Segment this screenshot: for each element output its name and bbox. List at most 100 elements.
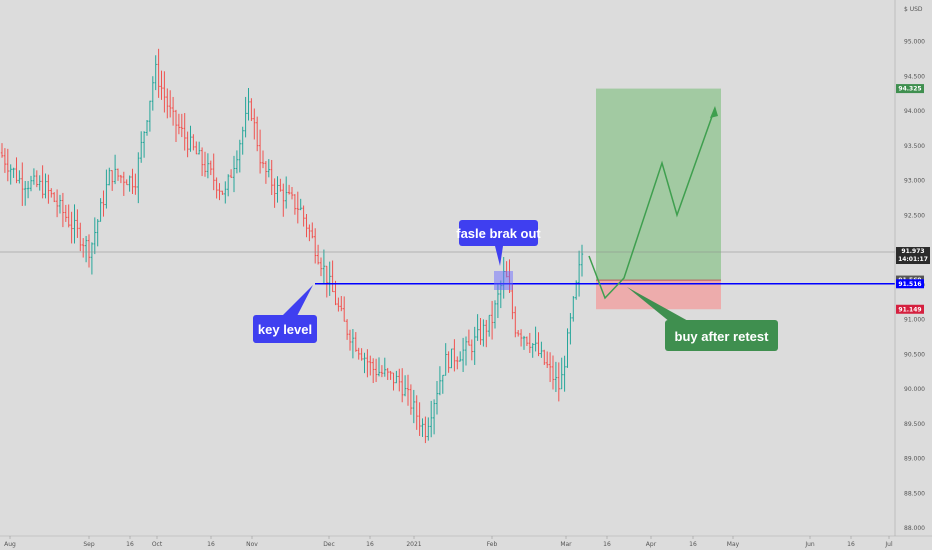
price-bar (128, 175, 131, 192)
price-bars (0, 48, 584, 444)
price-bar (38, 175, 41, 191)
price-bar (461, 337, 465, 372)
price-bar (102, 190, 105, 217)
price-bar (82, 238, 85, 258)
price-bar (360, 348, 363, 361)
price-bar (148, 100, 152, 132)
price-bar (26, 181, 30, 199)
y-tick-label: 88.500 (904, 490, 925, 497)
price-bar (470, 339, 473, 361)
price-bar (192, 134, 195, 151)
price-bar (41, 165, 44, 199)
price-bar (273, 178, 276, 208)
y-tick-label: 91.000 (904, 317, 925, 324)
y-tick-label: 89.500 (904, 421, 925, 428)
price-bar (21, 162, 24, 206)
price-bar (73, 204, 76, 244)
x-tick-label: Aug (4, 541, 16, 548)
price-bar (319, 257, 323, 277)
price-bar (392, 372, 395, 391)
stop-price-tag: 91.149 (896, 304, 924, 314)
price-bar (401, 368, 404, 403)
price-bar (522, 335, 526, 350)
price-bar (235, 150, 239, 174)
price-bar (290, 187, 294, 200)
price-bar (96, 219, 99, 247)
price-bar (377, 357, 381, 377)
y-tick-label: 88.000 (904, 525, 925, 532)
price-bar (456, 356, 459, 370)
price-bar (61, 192, 65, 228)
price-bar (488, 314, 491, 337)
x-tick-label: 16 (689, 541, 697, 548)
price-bar (50, 188, 53, 198)
price-bar (108, 167, 111, 186)
price-bar (467, 329, 471, 346)
price-bar (253, 108, 256, 140)
price-bar (105, 169, 108, 209)
price-bar (276, 176, 279, 203)
price-bar (200, 147, 204, 177)
price-bar (314, 228, 317, 264)
price-bar (369, 355, 372, 376)
price-bar (528, 332, 531, 354)
projection-arrowhead (710, 106, 718, 118)
price-bar (432, 399, 436, 435)
price-bar (444, 343, 447, 376)
svg-text:91.516: 91.516 (898, 281, 921, 288)
price-bar (485, 319, 488, 348)
price-bar (87, 234, 91, 268)
price-bar (270, 159, 273, 196)
last-price-tag: 91.973 14:01:17 (896, 247, 930, 265)
x-tick-label: Sep (83, 541, 95, 548)
price-bar (166, 88, 169, 119)
price-bar (171, 96, 175, 126)
price-bar (177, 113, 181, 135)
price-bar (374, 358, 378, 383)
price-bar (493, 300, 497, 329)
x-tick-label: May (727, 541, 740, 548)
x-axis-ticks: Aug Sep 16 Oct 16 Nov Dec 16 2021 Feb Mar 16 Apr 16 Ma… (4, 536, 893, 548)
price-bar (519, 329, 523, 347)
price-bar (218, 183, 221, 201)
x-tick-label: 2021 (406, 541, 421, 548)
price-bar (186, 131, 189, 158)
price-bar (12, 167, 15, 178)
price-bar (328, 261, 331, 296)
price-bar (447, 351, 450, 373)
price-bar (308, 224, 311, 242)
price-bar (90, 242, 94, 275)
price-bar (44, 173, 47, 199)
price-bar (453, 339, 456, 372)
price-bar (64, 204, 67, 222)
price-bar (163, 71, 166, 113)
x-tick-label: 16 (126, 541, 134, 548)
price-bar (29, 175, 33, 192)
price-bar (380, 365, 384, 378)
price-bar (183, 113, 186, 151)
price-bar (55, 189, 59, 218)
price-bar (203, 151, 207, 177)
price-bar (6, 148, 9, 182)
price-bar (322, 249, 326, 284)
price-bar (563, 355, 566, 392)
price-bar (111, 170, 114, 191)
price-bar (316, 244, 320, 265)
price-bar (427, 417, 430, 441)
price-bar (131, 168, 134, 194)
price-bar (557, 362, 560, 402)
price-bar (435, 381, 439, 415)
price-bar (250, 98, 253, 122)
price-bar (459, 351, 462, 362)
price-bar (212, 153, 215, 191)
price-bar (169, 90, 172, 118)
price-bar (325, 265, 328, 298)
price-bar (531, 343, 534, 358)
price-bar (125, 179, 128, 186)
price-bar (282, 183, 285, 217)
price-bar (140, 131, 143, 163)
price-bar (206, 153, 210, 179)
price-bar (430, 400, 433, 438)
price-bar (412, 389, 415, 424)
